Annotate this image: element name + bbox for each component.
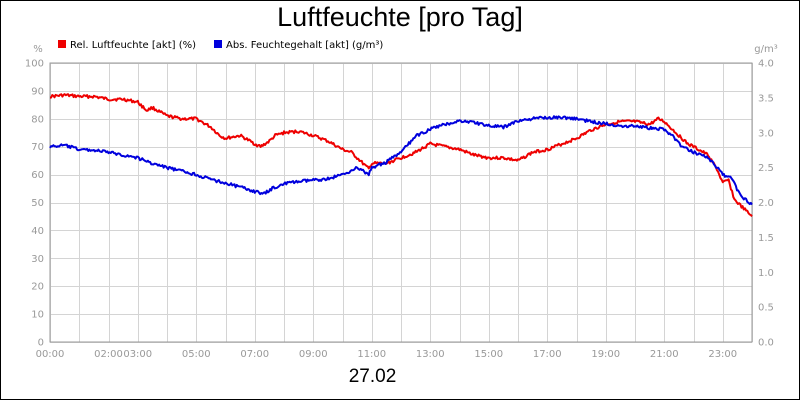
y-left-tick-label: 100	[25, 59, 44, 70]
x-tick-label: 19:00	[591, 349, 620, 360]
y-right-tick-label: 1.5	[758, 233, 774, 244]
y-left-ticks: 0 10 20 30 40 50 60 70 80 90 100	[25, 59, 44, 349]
y-right-tick-label: 3.0	[758, 128, 774, 139]
y-right-tick-label: 0.5	[758, 303, 774, 314]
x-tick-label: 00:00	[36, 349, 65, 360]
y-left-tick-label: 50	[31, 198, 44, 209]
x-ticks: 00:00 02:00 03:00 05:00 07:00 09:00 11:00 13:00…	[36, 349, 738, 360]
x-tick-label: 02:00	[94, 349, 123, 360]
series-line-0	[50, 93, 753, 218]
grid-lines	[50, 63, 753, 343]
legend-swatch-abs	[214, 40, 222, 48]
series-line-1	[49, 115, 753, 206]
date-label: 27.02	[348, 366, 397, 387]
chart-title: Luftfeuchte [pro Tag]	[277, 2, 523, 32]
y-right-tick-label: 4.0	[758, 59, 774, 70]
y-left-tick-label: 90	[31, 86, 44, 97]
x-tick-label: 13:00	[416, 349, 445, 360]
y-right-ticks: 0.0 0.5 1.0 1.5 2.0 2.5 3.0 3.5 4.0	[758, 59, 774, 349]
x-tick-label: 21:00	[650, 349, 679, 360]
y-left-tick-label: 20	[31, 282, 44, 293]
y-left-tick-label: 40	[31, 226, 44, 237]
y-left-tick-label: 70	[31, 142, 44, 153]
y-left-tick-label: 10	[31, 310, 44, 321]
legend-swatch-rel	[58, 40, 66, 48]
plot-border	[49, 62, 753, 343]
y-right-tick-label: 2.0	[758, 198, 774, 209]
y-right-tick-label: 2.5	[758, 163, 774, 174]
y-right-tick-label: 3.5	[758, 93, 774, 104]
y-right-unit: g/m³	[754, 44, 777, 55]
x-tick-label: 05:00	[182, 349, 211, 360]
x-tick-label: 15:00	[474, 349, 503, 360]
series-layer	[49, 93, 753, 218]
y-left-tick-label: 60	[31, 170, 44, 181]
y-left-tick-label: 80	[31, 114, 44, 125]
y-left-unit: %	[33, 44, 43, 55]
legend: Rel. Luftfeuchte [akt] (%) Abs. Feuchteg…	[58, 40, 383, 51]
legend-label-rel: Rel. Luftfeuchte [akt] (%)	[70, 40, 196, 51]
y-right-tick-label: 1.0	[758, 268, 774, 279]
x-tick-label: 03:00	[123, 349, 152, 360]
x-tick-label: 17:00	[533, 349, 562, 360]
x-tick-label: 09:00	[299, 349, 328, 360]
x-tick-label: 11:00	[357, 349, 386, 360]
x-tick-label: 07:00	[240, 349, 269, 360]
y-left-tick-label: 0	[38, 338, 44, 349]
x-tick-label: 23:00	[708, 349, 737, 360]
y-right-tick-label: 0.0	[758, 338, 774, 349]
legend-label-abs: Abs. Feuchtegehalt [akt] (g/m³)	[226, 40, 383, 51]
y-left-tick-label: 30	[31, 254, 44, 265]
